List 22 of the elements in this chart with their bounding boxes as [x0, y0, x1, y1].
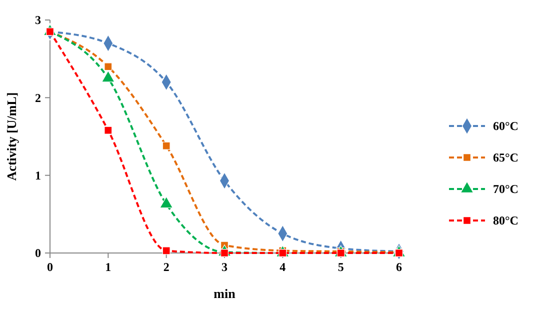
y-tick-label: 1	[35, 168, 41, 183]
x-tick-label: 3	[222, 260, 228, 274]
x-tick-label: 6	[396, 260, 402, 274]
x-tick-label: 2	[163, 260, 170, 274]
y-tick-label: 3	[35, 13, 41, 28]
y-tick-label: 2	[35, 90, 41, 105]
y-axis-title: Activity [U/mL]	[4, 92, 19, 181]
x-axis-title: min	[214, 286, 236, 301]
point	[162, 246, 170, 255]
legend-label: 65°C	[493, 150, 518, 165]
legend-label: 80°C	[493, 214, 518, 228]
x-tick-label: 1	[105, 260, 112, 274]
x-tick-label: 0	[47, 260, 53, 274]
x-tick-label: 4	[280, 260, 286, 274]
x-tick-label: 5	[338, 260, 344, 274]
y-tick-label: 0	[35, 246, 41, 260]
legend-label: 70°C	[493, 182, 518, 196]
point	[104, 126, 112, 134]
point	[162, 142, 170, 150]
point	[220, 248, 229, 258]
point	[104, 62, 112, 71]
legend-label: 60°C	[493, 119, 518, 134]
